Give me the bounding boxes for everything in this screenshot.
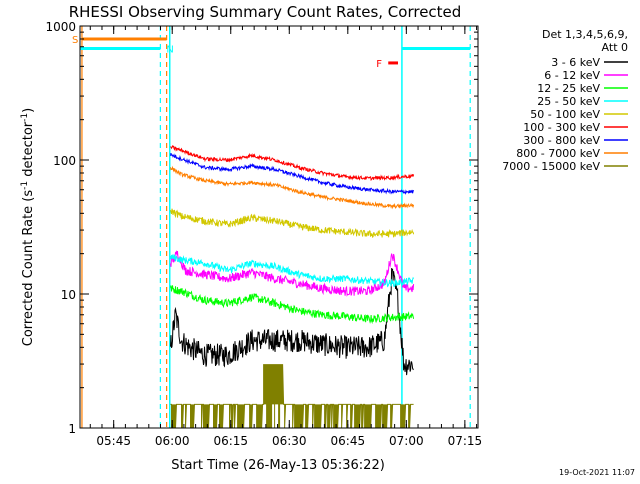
- legend-label: 6 - 12 keV: [544, 69, 600, 82]
- legend-label: 800 - 7000 keV: [516, 147, 600, 160]
- series-6-12-kev: [170, 249, 415, 297]
- y-tick-label: 100: [53, 154, 76, 168]
- y-tick-label: 1: [68, 422, 76, 436]
- series-100-300-kev: [170, 145, 415, 182]
- legend-label: 100 - 300 keV: [523, 121, 600, 134]
- series-300-800-kev: [170, 152, 415, 195]
- saa-flag-label: S: [72, 35, 78, 46]
- flag-marks: [80, 26, 471, 428]
- night-flag-label: N: [166, 44, 173, 55]
- y-axis-label-sup2: -1: [20, 113, 30, 122]
- flare-flag-label: F: [376, 59, 382, 70]
- chart-title: RHESSI Observing Summary Count Rates, Co…: [69, 3, 462, 21]
- series-12-25-kev: [170, 285, 415, 325]
- x-tick-label: 07:15: [448, 434, 483, 448]
- x-tick-label: 06:45: [331, 434, 366, 448]
- axes: 1 10 100 1000 05:45 06:00 06:15 06:30 06:45 07:00…: [45, 20, 482, 448]
- legend-header-2: Att 0: [602, 41, 628, 54]
- series-800-7000-kev: [170, 165, 415, 210]
- plot-area: S N F: [72, 26, 471, 428]
- series-50-100-kev: [170, 208, 415, 239]
- x-axis-label: Start Time (26-May-13 05:36:22): [171, 458, 385, 473]
- y-axis-label-main: Corrected Count Rate (s: [21, 190, 36, 347]
- x-tick-label: 06:30: [272, 434, 307, 448]
- x-tick-label: 07:00: [389, 434, 424, 448]
- series-25-50-kev: [170, 254, 415, 288]
- series-3-6-kev: [170, 267, 414, 376]
- y-tick-label: 1000: [45, 20, 76, 34]
- legend-label: 7000 - 15000 keV: [502, 160, 600, 173]
- x-tick-label: 05:45: [96, 434, 131, 448]
- y-axis-label-end: ): [21, 108, 36, 113]
- x-tick-label: 06:00: [155, 434, 190, 448]
- x-tick-label: 06:15: [213, 434, 248, 448]
- legend-label: 50 - 100 keV: [530, 108, 600, 121]
- footer-date: 19-Oct-2021 11:07: [559, 468, 635, 477]
- y-axis-label-mid: detector: [21, 121, 36, 181]
- plot-frame: [79, 25, 479, 429]
- y-axis-label: Corrected Count Rate (s-1 detector-1): [20, 108, 36, 346]
- legend-label: 300 - 800 keV: [523, 134, 600, 147]
- y-axis-label-sup1: -1: [20, 181, 30, 190]
- series-7000-15000-kev: [170, 364, 414, 428]
- legend-label: 3 - 6 keV: [551, 56, 600, 69]
- y-tick-label: 10: [61, 288, 76, 302]
- legend-label: 12 - 25 keV: [537, 82, 600, 95]
- series-group: [170, 145, 415, 428]
- legend-label: 25 - 50 keV: [537, 95, 600, 108]
- legend-header-1: Det 1,3,4,5,6,9,: [542, 28, 628, 41]
